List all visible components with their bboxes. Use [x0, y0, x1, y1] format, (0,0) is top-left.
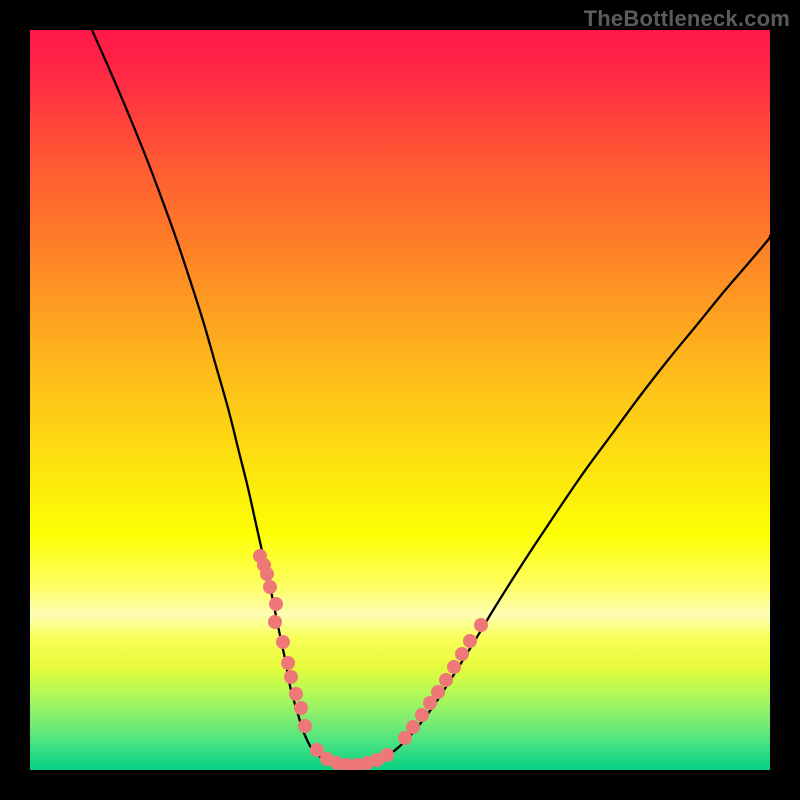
chart-frame: TheBottleneck.com — [0, 0, 800, 800]
data-point — [268, 615, 282, 629]
data-point — [276, 635, 290, 649]
data-point — [294, 701, 308, 715]
data-point — [474, 618, 488, 632]
plot-area — [30, 30, 770, 770]
data-point — [289, 687, 303, 701]
data-point — [415, 708, 429, 722]
data-point — [298, 719, 312, 733]
data-point — [260, 567, 274, 581]
data-point — [284, 670, 298, 684]
data-point — [463, 634, 477, 648]
data-point — [269, 597, 283, 611]
data-point — [406, 720, 420, 734]
curve-layer — [30, 30, 770, 770]
data-point — [439, 673, 453, 687]
data-point — [380, 748, 394, 762]
data-point — [447, 660, 461, 674]
data-markers — [253, 549, 488, 770]
data-point — [263, 580, 277, 594]
curve-right — [350, 236, 770, 764]
data-point — [281, 656, 295, 670]
data-point — [431, 685, 445, 699]
watermark-text: TheBottleneck.com — [584, 6, 790, 32]
curve-left — [92, 30, 350, 764]
data-point — [455, 647, 469, 661]
